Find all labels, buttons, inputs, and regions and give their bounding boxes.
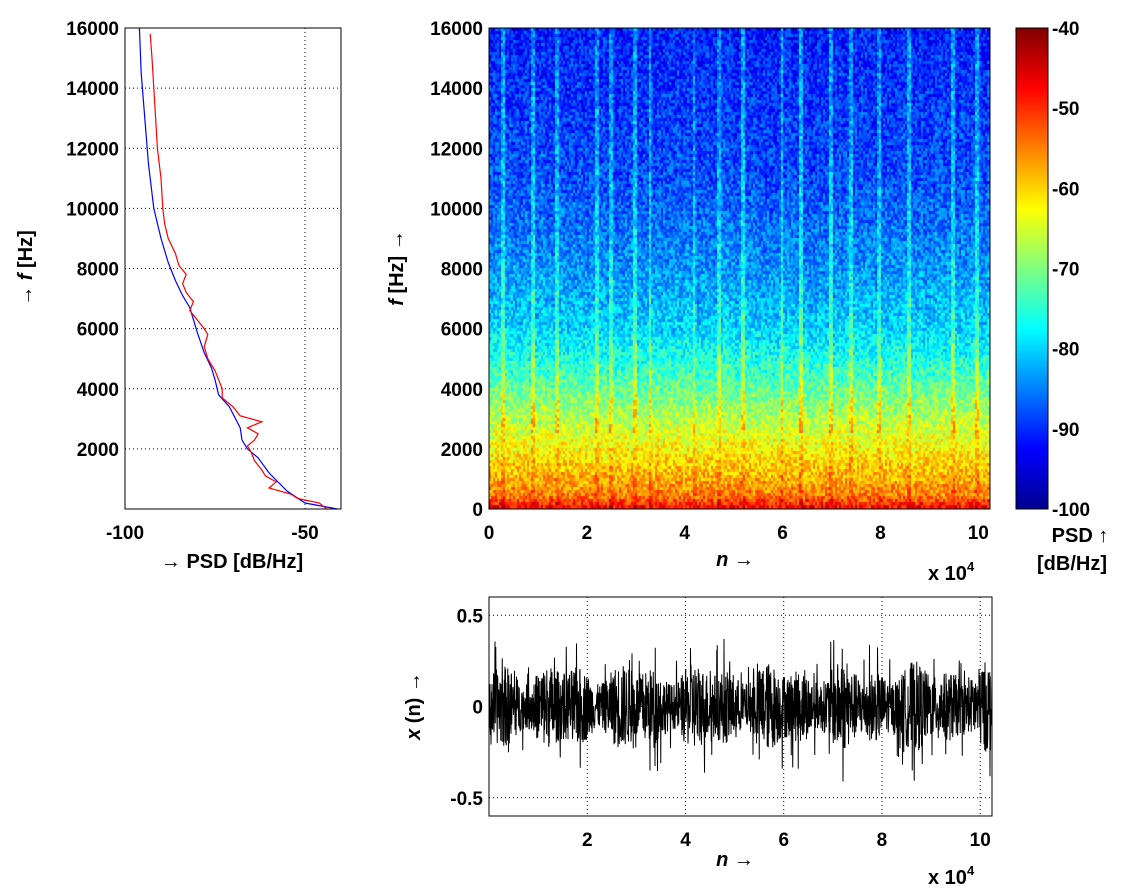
psd-axes-frame (124, 27, 342, 510)
spectrogram-y-tick-label: 2000 (441, 440, 483, 461)
waveform-x-tick-labels: 2 4 6 8 10 (582, 830, 991, 851)
psd-grid (125, 28, 341, 509)
waveform-grid (489, 597, 992, 816)
psd-series-line-2 (149, 33, 327, 510)
colorbar-frame (1015, 27, 1049, 510)
psd-y-tick-label: 16000 (66, 19, 119, 40)
spectrogram-y-tick-label: 4000 (441, 380, 483, 401)
colorbar-tick-labels: -40 -50 -60 -70 -80 -90 -100 (1052, 19, 1090, 521)
spectrogram-y-tick-label: 6000 (441, 320, 483, 341)
psd-x-tick-label: -100 (106, 523, 144, 544)
spectrogram-y-tick-label: 0 (472, 500, 483, 521)
waveform-y-axis-label: x (n) → (403, 672, 425, 741)
colorbar-label-line2: [dB/Hz] (1037, 553, 1107, 575)
psd-y-tick-label: 6000 (77, 320, 119, 341)
spectrogram-x-exponent: x 104 (928, 559, 975, 585)
colorbar-tick-label: -60 (1052, 179, 1079, 200)
waveform-axes-frame (488, 596, 993, 817)
colorbar-tick-label: -50 (1052, 99, 1079, 120)
spectrogram-x-tick-label: 10 (968, 523, 989, 544)
psd-series-line-1 (138, 27, 338, 510)
colorbar-tick-label: -100 (1052, 500, 1090, 521)
waveform-y-tick-labels: -0.5 0 0.5 (450, 606, 483, 810)
psd-y-tick-label: 12000 (66, 139, 119, 160)
colorbar: -40 -50 -60 -70 -80 -90 -100 PSD ↑ [dB/Hz] (1015, 19, 1109, 575)
spectrogram-y-tick-label: 8000 (441, 260, 483, 281)
waveform-x-tick-label: 2 (582, 830, 593, 851)
colorbar-tick-label: -40 (1052, 19, 1079, 40)
spectrogram-y-tick-label: 16000 (430, 19, 483, 40)
spectrogram-y-tick-labels: 0 2000 4000 6000 8000 10000 12000 14000 16000 (430, 19, 483, 521)
waveform-y-tick-label: -0.5 (450, 789, 483, 810)
waveform-x-tick-label: 4 (680, 830, 691, 851)
psd-x-tick-label: -50 (291, 523, 318, 544)
colorbar-tick-label: -80 (1052, 340, 1079, 361)
waveform-x-tick-label: 8 (877, 830, 888, 851)
psd-y-tick-label: 10000 (66, 199, 119, 220)
psd-x-axis-label: → PSD [dB/Hz] (161, 551, 303, 573)
spectrogram-y-tick-label: 12000 (430, 139, 483, 160)
spectrogram-y-tick-label: 10000 (430, 199, 483, 220)
spectrogram-x-tick-label: 8 (875, 523, 886, 544)
psd-y-tick-label: 8000 (77, 260, 119, 281)
waveform-y-tick-label: 0.5 (457, 606, 484, 627)
psd-y-tick-label: 4000 (77, 380, 119, 401)
psd-y-tick-labels: 2000 4000 6000 8000 10000 12000 14000 16000 (66, 19, 119, 461)
spectrogram-heatmap (489, 28, 990, 509)
spectrogram-x-axis-label: n → (716, 549, 754, 571)
spectrogram-axes-frame (488, 27, 991, 510)
spectrogram-x-tick-label: 0 (484, 523, 495, 544)
colorbar-tick-label: -70 (1052, 260, 1079, 281)
waveform-x-tick-label: 6 (778, 830, 789, 851)
spectrogram-x-tick-label: 2 (582, 523, 593, 544)
waveform-y-tick-label: 0 (472, 698, 483, 719)
waveform-chart: -0.5 0 0.5 2 4 6 8 10 n → x 104 x (n) → (403, 596, 993, 889)
spectrogram-x-tick-labels: 0 2 4 6 8 10 (484, 523, 989, 544)
waveform-x-tick-label: 10 (970, 830, 991, 851)
waveform-x-exponent: x 104 (928, 863, 975, 889)
waveform-line (488, 638, 993, 782)
psd-y-axis-label: → f [Hz] (15, 230, 37, 306)
spectrogram-y-axis-label: f [Hz] → (386, 230, 408, 306)
spectrogram-chart: 0 2000 4000 6000 8000 10000 12000 14000 16000 0 2… (386, 19, 991, 585)
spectrogram-x-tick-label: 4 (679, 523, 690, 544)
psd-x-tick-labels: -100 -50 (106, 523, 319, 544)
psd-chart: 2000 4000 6000 8000 10000 12000 14000 16000 -10… (15, 19, 342, 573)
psd-series-group (138, 27, 338, 510)
psd-y-tick-label: 14000 (66, 79, 119, 100)
colorbar-gradient (1016, 28, 1048, 509)
spectrogram-x-tick-label: 6 (777, 523, 788, 544)
psd-y-tick-label: 2000 (77, 440, 119, 461)
waveform-x-axis-label: n → (716, 849, 754, 871)
colorbar-label-line1: PSD ↑ (1052, 525, 1109, 547)
colorbar-tick-label: -90 (1052, 420, 1079, 441)
spectrogram-y-tick-label: 14000 (430, 79, 483, 100)
